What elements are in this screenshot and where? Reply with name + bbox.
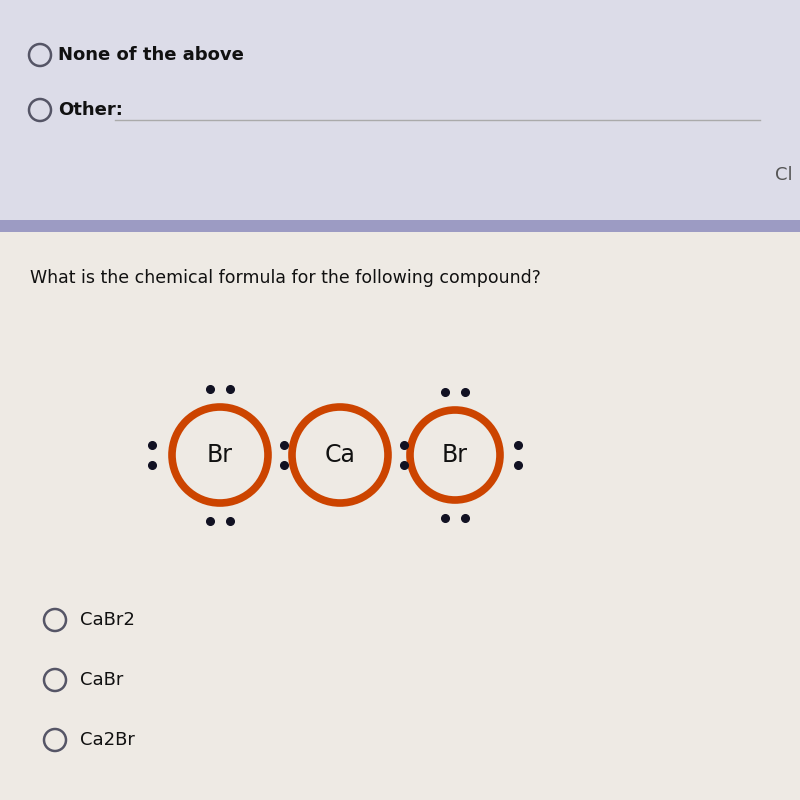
Text: What is the chemical formula for the following compound?: What is the chemical formula for the fol… bbox=[30, 269, 541, 287]
Text: Ca: Ca bbox=[325, 443, 355, 467]
Bar bbox=[0, 220, 800, 232]
Bar bbox=[0, 0, 800, 220]
Text: Ca2Br: Ca2Br bbox=[80, 731, 135, 749]
Bar bbox=[0, 232, 800, 800]
Text: Other:: Other: bbox=[58, 101, 123, 119]
Text: CaBr2: CaBr2 bbox=[80, 611, 135, 629]
Text: Br: Br bbox=[207, 443, 233, 467]
Text: None of the above: None of the above bbox=[58, 46, 244, 64]
Text: Cl: Cl bbox=[775, 166, 793, 184]
Text: Br: Br bbox=[442, 443, 468, 467]
Text: CaBr: CaBr bbox=[80, 671, 123, 689]
